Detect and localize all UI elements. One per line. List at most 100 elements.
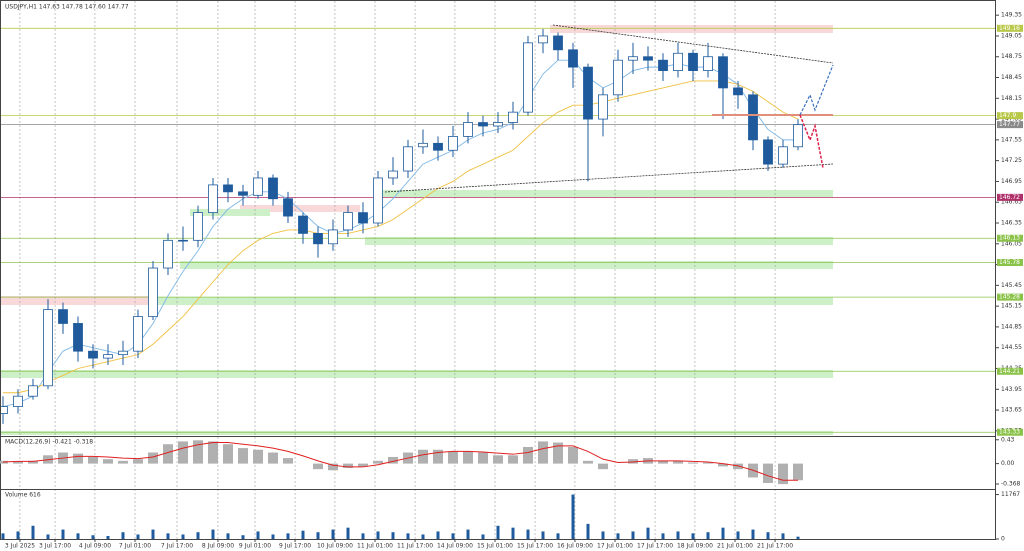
candle-body bbox=[658, 59, 668, 71]
x-tick-label: 3 Jul 17:00 bbox=[39, 543, 71, 550]
price-level-tag bbox=[997, 112, 1023, 120]
volume-bar bbox=[241, 535, 245, 539]
trendline bbox=[552, 24, 834, 64]
candle-body bbox=[748, 94, 758, 141]
x-tick-label: 17 Jul 01:00 bbox=[597, 543, 633, 550]
price-level-tag bbox=[997, 193, 1023, 201]
candle-body bbox=[328, 229, 338, 245]
volume-bar bbox=[61, 529, 65, 539]
volume-bar bbox=[16, 531, 20, 539]
macd-bar bbox=[478, 452, 488, 464]
y-tick-label: 146.65 bbox=[1001, 199, 1022, 206]
macd-bar bbox=[448, 451, 458, 464]
volume-bar bbox=[646, 527, 650, 539]
volume-bar bbox=[706, 532, 710, 539]
macd-bar bbox=[88, 456, 98, 464]
macd-bar bbox=[193, 440, 203, 464]
candle-body bbox=[478, 122, 488, 127]
macd-bar bbox=[178, 441, 188, 464]
volume-bar bbox=[376, 531, 380, 539]
volume-bar bbox=[556, 533, 560, 539]
macd-bar bbox=[238, 448, 248, 464]
y-tick-label: 11767 bbox=[1001, 491, 1020, 498]
y-tick-label: 145.15 bbox=[1001, 303, 1022, 310]
candle-body bbox=[193, 212, 203, 241]
x-tick-label: 15 Jul 17:00 bbox=[517, 543, 553, 550]
volume-bar bbox=[196, 532, 200, 539]
macd-bar bbox=[568, 446, 578, 464]
volume-bar bbox=[181, 534, 185, 539]
candle-body bbox=[343, 212, 353, 231]
volume-bar bbox=[271, 534, 275, 539]
candle-body bbox=[313, 232, 323, 245]
demand-zone bbox=[0, 370, 833, 378]
volume-bar bbox=[511, 527, 515, 539]
volume-bar bbox=[481, 534, 485, 539]
macd-bar bbox=[253, 449, 263, 464]
x-tick-label: 9 Jul 17:00 bbox=[279, 543, 311, 550]
volume-bar bbox=[601, 531, 605, 539]
candle-body bbox=[118, 350, 128, 356]
macd-bar bbox=[553, 442, 563, 464]
x-tick-label: 11 Jul 01:00 bbox=[357, 543, 393, 550]
bull-projection bbox=[799, 64, 834, 116]
drawings bbox=[384, 24, 834, 193]
macd-bar bbox=[628, 459, 638, 464]
y-tick-label: 146.35 bbox=[1001, 220, 1022, 227]
candle-body bbox=[148, 267, 158, 317]
x-tick-label: 7 Jul 17:00 bbox=[161, 543, 193, 550]
demand-zone bbox=[148, 297, 833, 305]
x-tick-label: 9 Jul 01:00 bbox=[239, 543, 271, 550]
candle-body bbox=[88, 350, 98, 359]
candle-body bbox=[673, 52, 683, 71]
demand-zone bbox=[180, 261, 833, 269]
volume-bar bbox=[436, 531, 440, 539]
macd-bar bbox=[688, 462, 698, 464]
volume-bar bbox=[331, 529, 335, 539]
price-level-label: 145.28 bbox=[999, 294, 1020, 301]
volume-bar bbox=[661, 533, 665, 539]
macd-bar bbox=[73, 453, 83, 464]
volume-bar bbox=[31, 525, 35, 539]
candle-body bbox=[73, 323, 83, 352]
volume-bar bbox=[91, 535, 95, 539]
price-level-tag bbox=[997, 293, 1023, 301]
macd-bar bbox=[538, 441, 548, 464]
volume-bar bbox=[316, 532, 320, 539]
macd-bar bbox=[223, 444, 233, 464]
price-level-tag bbox=[997, 24, 1023, 32]
y-tick-label: -0.368 bbox=[1001, 481, 1021, 488]
candle-body bbox=[28, 385, 38, 397]
frame bbox=[0, 0, 996, 540]
volume-bar bbox=[361, 533, 365, 539]
macd-bar bbox=[388, 456, 398, 464]
volume-bar bbox=[451, 533, 455, 539]
volume-bar bbox=[736, 531, 740, 539]
y-tick-label: 148.75 bbox=[1001, 53, 1022, 60]
macd-bar bbox=[598, 463, 608, 470]
macd-bar bbox=[418, 449, 428, 464]
volume-bar bbox=[676, 531, 680, 539]
plot-border bbox=[0, 0, 996, 540]
candle-body bbox=[493, 122, 503, 127]
price-level-label: 145.78 bbox=[999, 259, 1020, 266]
candle-body bbox=[568, 49, 578, 68]
macd-bar bbox=[718, 463, 728, 467]
price-level-label: 146.72 bbox=[999, 194, 1020, 201]
candle-body bbox=[43, 309, 53, 387]
macd-bar bbox=[733, 463, 743, 470]
candle-body bbox=[418, 142, 428, 148]
candle-body bbox=[373, 177, 383, 224]
volume-bar bbox=[256, 531, 260, 539]
candle-body bbox=[298, 215, 308, 234]
candle-body bbox=[643, 56, 653, 61]
volume-bar bbox=[466, 529, 470, 539]
macd-bar bbox=[313, 463, 323, 470]
volume-bar bbox=[691, 533, 695, 539]
demand-zone bbox=[365, 237, 833, 245]
y-tick-label: 148.45 bbox=[1001, 74, 1022, 81]
moving-average bbox=[3, 80, 799, 394]
volume-bar bbox=[166, 533, 170, 539]
macd-bar bbox=[673, 460, 683, 464]
candle-body bbox=[283, 198, 293, 217]
